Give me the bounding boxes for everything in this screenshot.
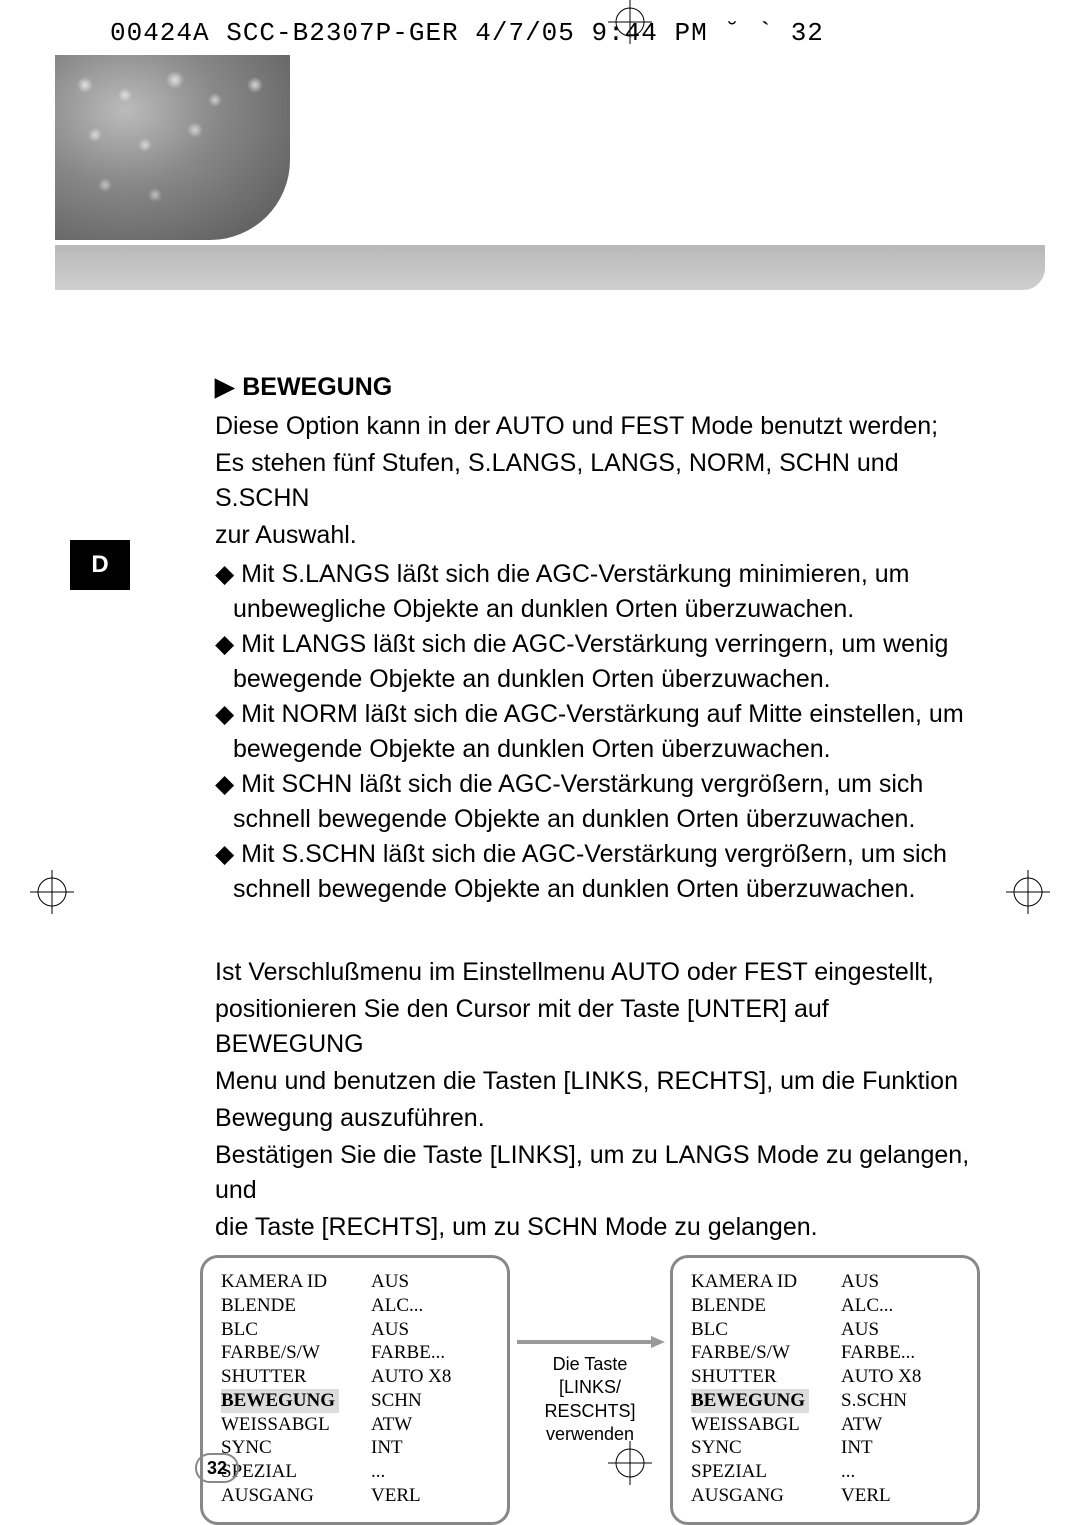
para-line: Ist Verschlußmenu im Einstellmenu AUTO o… bbox=[215, 955, 980, 990]
menu-value: FARBE... bbox=[841, 1341, 915, 1365]
bullet-item: ◆ Mit S.SCHN läßt sich die AGC-Verstärku… bbox=[215, 837, 980, 907]
section-title-text: BEWEGUNG bbox=[242, 373, 392, 401]
menu-label: AUSGANG bbox=[691, 1484, 841, 1508]
menu-row: SHUTTERAUTO X8 bbox=[221, 1365, 489, 1389]
menu-row: KAMERA IDAUS bbox=[221, 1270, 489, 1294]
menu-label: KAMERA ID bbox=[691, 1270, 841, 1294]
arrow-caption-line: [LINKS/ bbox=[510, 1376, 670, 1399]
header-gray-bar bbox=[55, 245, 1045, 290]
menu-row: SPEZIAL... bbox=[691, 1460, 959, 1484]
menu-label: WEISSABGL bbox=[691, 1413, 841, 1437]
page-number: 32 bbox=[195, 1453, 239, 1483]
bullet-list: ◆ Mit S.LANGS läßt sich die AGC-Verstärk… bbox=[215, 557, 980, 907]
menu-comparison-area: KAMERA IDAUSBLENDEALC...BLCAUSFARBE/S/WF… bbox=[200, 1255, 1000, 1525]
menu-value: FARBE... bbox=[371, 1341, 445, 1365]
registration-mark-right bbox=[1006, 870, 1050, 914]
para-line: die Taste [RECHTS], um zu SCHN Mode zu g… bbox=[215, 1210, 980, 1245]
instruction-paragraph: Ist Verschlußmenu im Einstellmenu AUTO o… bbox=[215, 955, 980, 1245]
bullet-item: ◆ Mit NORM läßt sich die AGC-Verstärkung… bbox=[215, 697, 980, 767]
menu-label: BEWEGUNG bbox=[691, 1389, 809, 1413]
menu-value: INT bbox=[371, 1436, 403, 1460]
menu-value: ALC... bbox=[841, 1294, 893, 1318]
menu-value: ... bbox=[841, 1460, 855, 1484]
menu-label: FARBE/S/W bbox=[691, 1341, 841, 1365]
para-line: Menu und benutzen die Tasten [LINKS, REC… bbox=[215, 1064, 980, 1099]
menu-value: INT bbox=[841, 1436, 873, 1460]
menu-row: SYNCINT bbox=[691, 1436, 959, 1460]
menu-value: S.SCHN bbox=[841, 1389, 907, 1413]
intro-line: Diese Option kann in der AUTO und FEST M… bbox=[215, 409, 980, 444]
menu-row: BEWEGUNG SCHN bbox=[221, 1389, 489, 1413]
language-tab: D bbox=[70, 540, 130, 590]
menu-row: AUSGANGVERL bbox=[691, 1484, 959, 1508]
menu-row: WEISSABGLATW bbox=[221, 1413, 489, 1437]
arrow-caption-line: Die Taste bbox=[510, 1353, 670, 1376]
arrow-caption-block: Die Taste [LINKS/ RESCHTS] verwenden bbox=[510, 1333, 670, 1447]
menu-row: AUSGANGVERL bbox=[221, 1484, 489, 1508]
triangle-bullet-icon: ▶ bbox=[215, 370, 234, 405]
menu-box-right: KAMERA IDAUSBLENDEALC...BLCAUSFARBE/S/WF… bbox=[670, 1255, 980, 1525]
menu-row: KAMERA IDAUS bbox=[691, 1270, 959, 1294]
menu-row: SYNCINT bbox=[221, 1436, 489, 1460]
menu-row: WEISSABGLATW bbox=[691, 1413, 959, 1437]
menu-value: AUTO X8 bbox=[371, 1365, 451, 1389]
para-line: positionieren Sie den Cursor mit der Tas… bbox=[215, 992, 980, 1062]
menu-row: BLENDEALC... bbox=[691, 1294, 959, 1318]
menu-row: SHUTTERAUTO X8 bbox=[691, 1365, 959, 1389]
arrow-right-icon bbox=[515, 1333, 665, 1351]
menu-value: AUS bbox=[841, 1270, 879, 1294]
menu-label: SYNC bbox=[221, 1436, 371, 1460]
decorative-header-image bbox=[55, 55, 290, 240]
menu-value: AUS bbox=[841, 1318, 879, 1342]
menu-row: BEWEGUNG S.SCHN bbox=[691, 1389, 959, 1413]
menu-row: BLENDEALC... bbox=[221, 1294, 489, 1318]
section-title: ▶ BEWEGUNG bbox=[215, 370, 980, 405]
arrow-caption-line: verwenden bbox=[510, 1423, 670, 1446]
menu-row: BLCAUS bbox=[691, 1318, 959, 1342]
menu-label: BLENDE bbox=[691, 1294, 841, 1318]
registration-mark-top bbox=[608, 0, 652, 44]
para-line: Bewegung auszuführen. bbox=[215, 1101, 980, 1136]
registration-mark-left bbox=[30, 870, 74, 914]
menu-value: SCHN bbox=[371, 1389, 422, 1413]
menu-label: FARBE/S/W bbox=[221, 1341, 371, 1365]
menu-label: AUSGANG bbox=[221, 1484, 371, 1508]
menu-value: VERL bbox=[841, 1484, 891, 1508]
arrow-caption-line: RESCHTS] bbox=[510, 1400, 670, 1423]
menu-row: FARBE/S/WFARBE... bbox=[221, 1341, 489, 1365]
menu-label: KAMERA ID bbox=[221, 1270, 371, 1294]
menu-label: SPEZIAL bbox=[691, 1460, 841, 1484]
menu-value: ATW bbox=[841, 1413, 882, 1437]
menu-label: BEWEGUNG bbox=[221, 1389, 339, 1413]
intro-line: zur Auswahl. bbox=[215, 518, 980, 553]
menu-value: ATW bbox=[371, 1413, 412, 1437]
menu-label: BLENDE bbox=[221, 1294, 371, 1318]
menu-label: BLC bbox=[221, 1318, 371, 1342]
intro-paragraph: Diese Option kann in der AUTO und FEST M… bbox=[215, 409, 980, 553]
print-header: 00424A SCC-B2307P-GER 4/7/05 9:44 PM ˘ `… bbox=[110, 18, 824, 48]
para-line: Bestätigen Sie die Taste [LINKS], um zu … bbox=[215, 1138, 980, 1208]
bullet-item: ◆ Mit S.LANGS läßt sich die AGC-Verstärk… bbox=[215, 557, 980, 627]
menu-value: AUS bbox=[371, 1318, 409, 1342]
menu-label: SHUTTER bbox=[691, 1365, 841, 1389]
menu-value: ALC... bbox=[371, 1294, 423, 1318]
menu-row: FARBE/S/WFARBE... bbox=[691, 1341, 959, 1365]
menu-box-left: KAMERA IDAUSBLENDEALC...BLCAUSFARBE/S/WF… bbox=[200, 1255, 510, 1525]
menu-value: AUTO X8 bbox=[841, 1365, 921, 1389]
menu-label: SHUTTER bbox=[221, 1365, 371, 1389]
intro-line: Es stehen fünf Stufen, S.LANGS, LANGS, N… bbox=[215, 446, 980, 516]
menu-value: AUS bbox=[371, 1270, 409, 1294]
menu-label: WEISSABGL bbox=[221, 1413, 371, 1437]
menu-value: ... bbox=[371, 1460, 385, 1484]
bullet-item: ◆ Mit LANGS läßt sich die AGC-Verstärkun… bbox=[215, 627, 980, 697]
menu-value: VERL bbox=[371, 1484, 421, 1508]
menu-label: SYNC bbox=[691, 1436, 841, 1460]
menu-row: BLCAUS bbox=[221, 1318, 489, 1342]
menu-row: SPEZIAL... bbox=[221, 1460, 489, 1484]
bullet-item: ◆ Mit SCHN läßt sich die AGC-Verstärkung… bbox=[215, 767, 980, 837]
menu-label: SPEZIAL bbox=[221, 1460, 371, 1484]
main-content: ▶ BEWEGUNG Diese Option kann in der AUTO … bbox=[215, 370, 980, 1247]
menu-label: BLC bbox=[691, 1318, 841, 1342]
